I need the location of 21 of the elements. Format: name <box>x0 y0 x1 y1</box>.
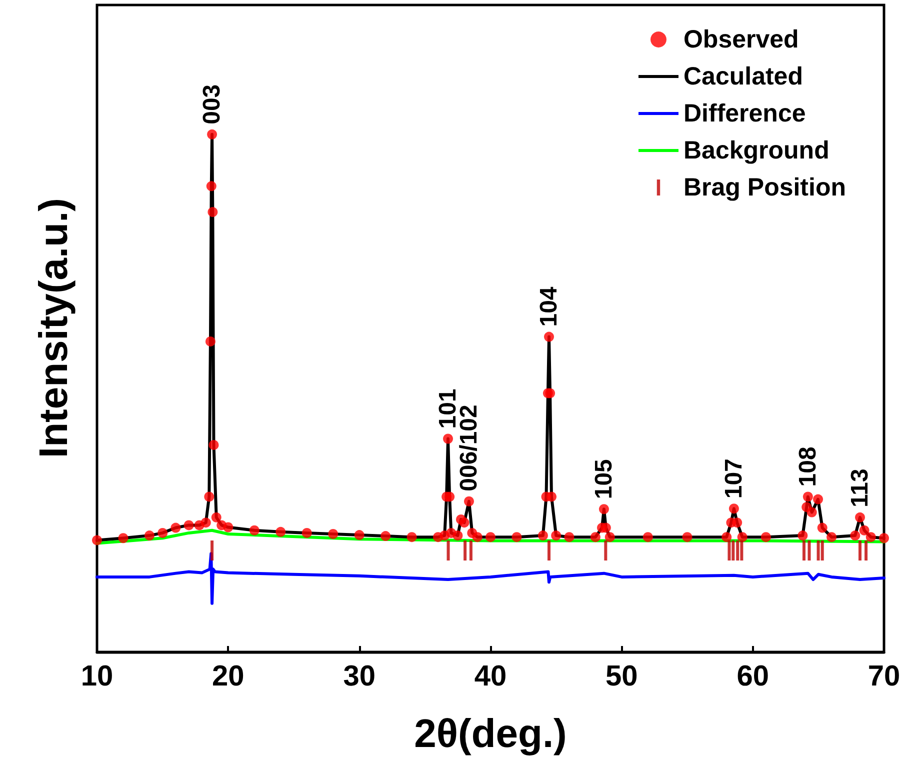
legend-label: Background <box>683 136 830 164</box>
x-tick-label: 40 <box>474 660 507 692</box>
annotation: 105 <box>590 459 618 500</box>
annotation: 108 <box>794 446 822 487</box>
x-tick-label: 10 <box>80 660 114 692</box>
annotation: 006/102 <box>455 404 482 492</box>
annotation: 104 <box>536 286 562 327</box>
x-tick-label: 30 <box>343 660 376 692</box>
legend-label: Difference <box>683 100 806 128</box>
x-tick-label: 60 <box>736 660 769 692</box>
annotation: 113 <box>846 468 874 508</box>
x-tick-label: 20 <box>212 660 244 692</box>
annotation: 003 <box>198 84 226 124</box>
legend-label: Brag Position <box>683 174 846 202</box>
y-axis-title: Intensity(a.u.) <box>32 198 76 458</box>
x-tick-label: 50 <box>606 660 638 692</box>
legend-label: Caculated <box>683 62 803 90</box>
x-axis-title: 2θ(deg.) <box>414 712 567 756</box>
annotation: 107 <box>720 458 748 499</box>
legend-label: Observed <box>683 26 799 54</box>
x-tick-label: 70 <box>868 660 900 692</box>
